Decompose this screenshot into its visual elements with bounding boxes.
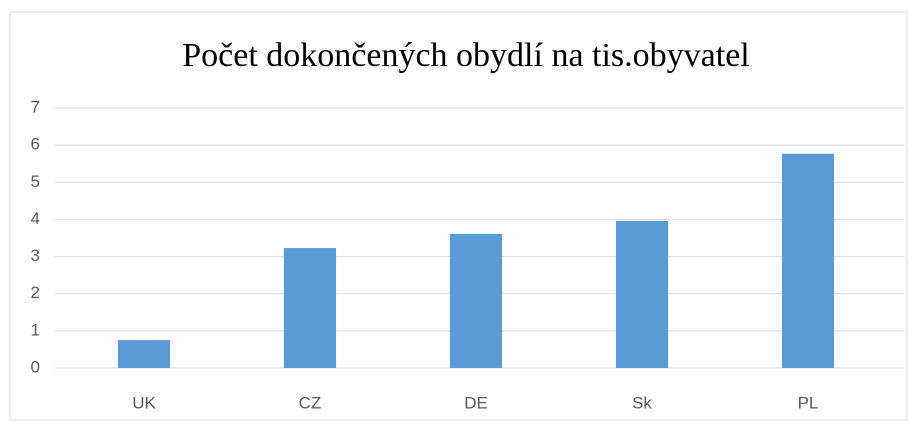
- y-tick-label: 5: [31, 172, 40, 191]
- y-tick-label: 2: [31, 283, 40, 302]
- chart-title: Počet dokončených obydlí na tis.obyvatel: [182, 37, 750, 74]
- bar: [117, 340, 171, 368]
- bar: [781, 153, 835, 368]
- y-tick-label: 1: [31, 320, 40, 339]
- x-tick-label: DE: [464, 393, 488, 412]
- x-tick-label: PL: [798, 393, 819, 412]
- x-tick-label: Sk: [632, 393, 652, 412]
- x-tick-label: CZ: [299, 393, 322, 412]
- bar: [449, 233, 503, 368]
- y-tick-label: 0: [31, 357, 40, 376]
- y-tick-label: 7: [31, 97, 40, 116]
- y-tick-label: 3: [31, 246, 40, 265]
- bar: [615, 220, 669, 368]
- y-tick-label: 4: [31, 209, 40, 228]
- y-tick-label: 6: [31, 135, 40, 154]
- bar: [283, 248, 337, 368]
- x-tick-label: UK: [132, 393, 156, 412]
